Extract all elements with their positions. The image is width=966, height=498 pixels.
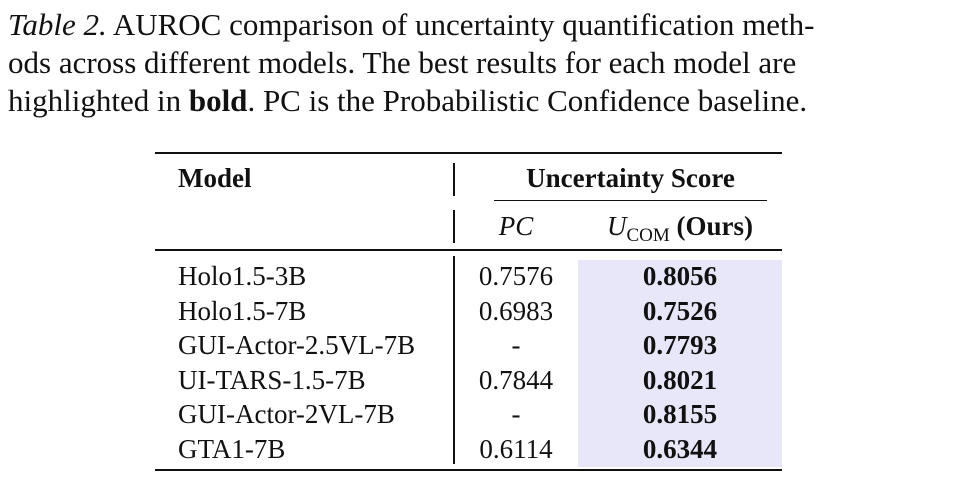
ucom-subscript: COM xyxy=(626,225,670,246)
caption-text-3-pre: highlighted in xyxy=(8,83,182,118)
results-table: Model Uncertainty Score PC UCOM (Ours) H… xyxy=(155,152,782,472)
best-column-highlight xyxy=(578,260,782,467)
cell-ucom: 0.7526 xyxy=(642,295,718,326)
cell-model: GUI-Actor-2VL-7B xyxy=(178,399,395,429)
header-ucom: UCOM (Ours) xyxy=(578,209,782,253)
table-row: Holo1.5-7B 0.6983 0.7526 xyxy=(155,294,782,328)
cell-ucom: 0.6344 xyxy=(642,433,718,464)
cell-pc: - xyxy=(511,330,521,360)
caption-line-3: highlighted in bold. PC is the Probabili… xyxy=(8,82,948,120)
column-separator xyxy=(453,210,455,243)
cell-pc: 0.7844 xyxy=(478,364,554,395)
mid-rule xyxy=(155,249,782,251)
cell-pc: - xyxy=(511,399,521,429)
caption-label: Table 2. xyxy=(8,7,107,42)
column-separator xyxy=(453,163,455,196)
ucom-suffix: (Ours) xyxy=(676,211,754,241)
bottom-rule xyxy=(155,469,782,471)
cell-ucom: 0.8155 xyxy=(642,399,718,429)
table-row: Holo1.5-3B 0.7576 0.8056 xyxy=(155,259,782,293)
cell-pc: 0.7576 xyxy=(478,261,554,291)
table-row: GTA1-7B 0.6114 0.6344 xyxy=(155,432,782,466)
table-row: UI-TARS-1.5-7B 0.7844 0.8021 xyxy=(155,363,782,397)
cell-ucom: 0.8056 xyxy=(642,261,718,291)
table-row: GUI-Actor-2VL-7B - 0.8155 xyxy=(155,397,782,431)
cell-model: Holo1.5-7B xyxy=(178,295,307,326)
cell-model: UI-TARS-1.5-7B xyxy=(178,364,366,395)
table-caption: Table 2. AUROC comparison of uncertainty… xyxy=(8,6,948,120)
header-pc: PC xyxy=(498,211,534,241)
header-uncertainty-score: Uncertainty Score xyxy=(526,163,735,193)
top-rule xyxy=(155,152,782,154)
cell-ucom: 0.8021 xyxy=(642,364,718,395)
cell-ucom: 0.7793 xyxy=(642,330,718,360)
caption-text-1: AUROC comparison of uncertainty quantifi… xyxy=(112,7,815,42)
cell-pc: 0.6114 xyxy=(479,433,553,464)
caption-line-2: ods across different models. The best re… xyxy=(8,45,797,80)
caption-text-3-post: . PC is the Probabilistic Confidence bas… xyxy=(247,83,808,118)
header-model: Model xyxy=(178,163,252,193)
caption-bold-word: bold xyxy=(188,83,248,118)
caption-line-1: Table 2. AUROC comparison of uncertainty… xyxy=(8,6,948,44)
group-underline xyxy=(494,200,767,201)
column-separator xyxy=(453,256,455,464)
cell-pc: 0.6983 xyxy=(478,295,554,326)
cell-model: Holo1.5-3B xyxy=(178,261,307,291)
ucom-symbol: U xyxy=(606,211,627,241)
table-row: GUI-Actor-2.5VL-7B - 0.7793 xyxy=(155,328,782,362)
cell-model: GUI-Actor-2.5VL-7B xyxy=(178,330,416,360)
cell-model: GTA1-7B xyxy=(178,433,286,464)
